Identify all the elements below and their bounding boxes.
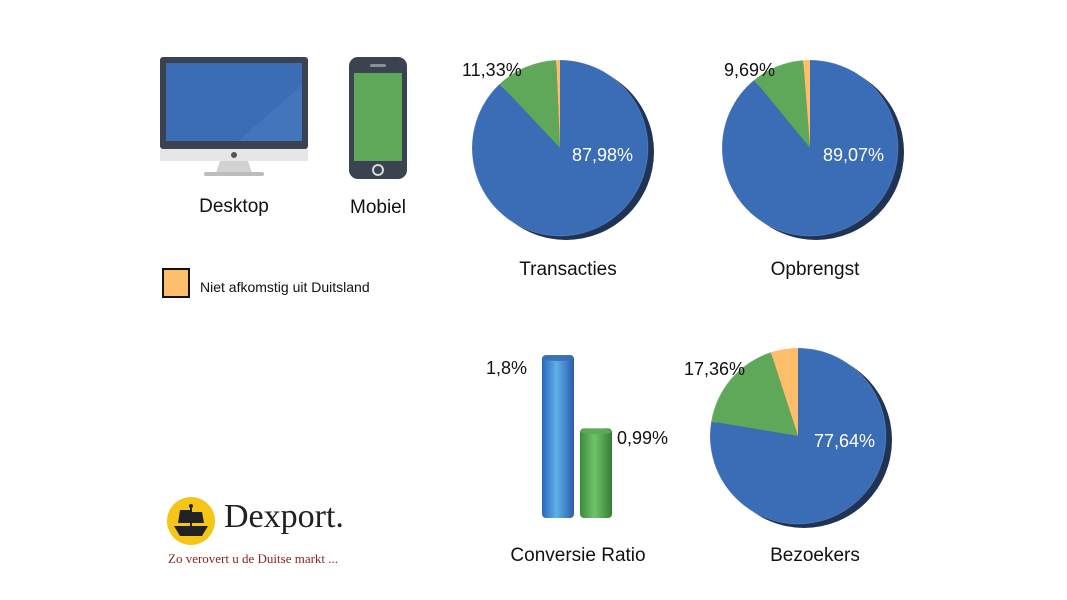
pie-chart-bezoekers — [709, 340, 910, 540]
bar-top-desktop — [542, 355, 574, 361]
legend-swatch — [162, 268, 190, 298]
dexport-logo-icon — [166, 496, 216, 551]
chart-title-conversie: Conversie Ratio — [510, 545, 646, 566]
brand-name: Dexport. — [224, 498, 344, 535]
chart-title-opbrengst: Opbrengst — [770, 259, 860, 280]
pie-chart-opbrengst — [720, 52, 920, 252]
bar-label-desktop: 1,8% — [486, 358, 528, 378]
pie-transacties-outline — [471, 59, 649, 237]
brand-tagline: Zo verovert u de Duitse markt ... — [168, 551, 339, 566]
bar-desktop — [542, 355, 574, 518]
pie-transacties-slice-mobiel — [499, 60, 560, 148]
pie0-label-desktop: 87,98% — [572, 145, 634, 165]
pie-opbrengst-slice-mobiel — [754, 60, 810, 148]
pie3-label-mobile: 17,36% — [684, 359, 746, 379]
mobile-icon — [348, 56, 410, 186]
desktop-icon — [158, 55, 310, 185]
pie-bezoekers-slice-niet-afkomstig-uit-duitsland — [770, 348, 798, 436]
pie-bezoekers-slice-mobiel — [711, 352, 798, 436]
pie1-label-mobile: 9,69% — [724, 60, 776, 80]
desktop-label: Desktop — [199, 196, 269, 217]
bar-chart-conversie — [530, 345, 630, 525]
bar-mobiel — [580, 428, 612, 518]
pie-chart-transacties — [470, 52, 670, 252]
pie1-label-desktop: 89,07% — [823, 145, 885, 165]
pie-transacties-slice-niet-afkomstig-uit-duitsland — [556, 60, 560, 148]
mobile-label: Mobiel — [350, 197, 406, 218]
chart-title-transacties: Transacties — [519, 259, 617, 280]
bar-label-mobile: 0,99% — [617, 428, 669, 448]
pie0-label-mobile: 11,33% — [462, 60, 522, 80]
pie-bezoekers-outline — [709, 347, 887, 525]
pie3-label-desktop: 77,64% — [814, 431, 876, 451]
chart-title-bezoekers: Bezoekers — [770, 545, 860, 566]
bar-top-mobiel — [580, 428, 612, 435]
pie-opbrengst-slice-niet-afkomstig-uit-duitsland — [803, 60, 810, 148]
pie-opbrengst-outline — [721, 59, 899, 237]
legend-label: Niet afkomstig uit Duitsland — [200, 279, 370, 295]
